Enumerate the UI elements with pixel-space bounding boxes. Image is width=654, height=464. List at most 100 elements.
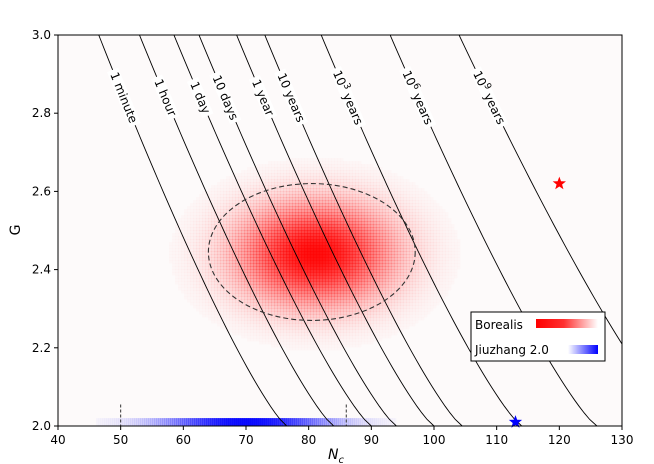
heatmap-cell — [373, 227, 377, 231]
heatmap-cell — [376, 320, 380, 324]
heatmap-cell — [187, 269, 190, 272]
heatmap-cell — [316, 332, 320, 336]
heatmap-cell — [250, 296, 254, 300]
heatmap-cell — [421, 230, 425, 234]
heatmap-cell — [394, 242, 398, 246]
heatmap-cell — [319, 173, 323, 177]
heatmap-cell — [448, 239, 451, 242]
heatmap-cell — [196, 260, 200, 264]
heatmap-cell — [307, 236, 311, 240]
heatmap-cell — [382, 311, 386, 315]
heatmap-cell — [178, 263, 181, 266]
heatmap-cell — [301, 311, 305, 315]
heatmap-cell — [337, 266, 341, 270]
heatmap-cell — [388, 215, 392, 219]
heatmap-cell — [265, 206, 269, 210]
heatmap-cell — [406, 248, 410, 252]
heatmap-cell — [343, 323, 347, 327]
heatmap-cell — [301, 176, 305, 180]
heatmap-cell — [304, 197, 308, 201]
heatmap-cell — [259, 296, 263, 300]
heatmap-cell — [391, 266, 395, 270]
heatmap-cell — [391, 278, 395, 282]
heatmap-cell — [190, 212, 193, 215]
heatmap-cell — [247, 320, 251, 324]
heatmap-cell — [340, 317, 344, 321]
heatmap-cell — [334, 233, 338, 237]
heatmap-cell — [256, 236, 260, 240]
heatmap-cell — [445, 284, 448, 287]
heatmap-cell — [205, 206, 208, 209]
heatmap-cell — [295, 194, 299, 198]
heatmap-cell — [319, 323, 323, 327]
heatmap-cell — [292, 305, 296, 309]
heatmap-cell — [406, 284, 410, 288]
heatmap-cell — [259, 266, 263, 270]
heatmap-cell — [403, 197, 407, 201]
heatmap-cell — [415, 239, 419, 243]
heatmap-cell — [325, 167, 328, 170]
heatmap-cell — [253, 338, 256, 341]
heatmap-cell — [229, 200, 233, 204]
heatmap-cell — [337, 161, 340, 164]
heatmap-cell — [337, 221, 341, 225]
heatmap-cell — [190, 227, 193, 230]
heatmap-cell — [250, 281, 254, 285]
heatmap-cell — [262, 266, 266, 270]
heatmap-cell — [277, 293, 281, 297]
heatmap-cell — [349, 179, 353, 183]
heatmap-cell — [274, 251, 278, 255]
heatmap-cell — [340, 224, 344, 228]
heatmap-cell — [391, 221, 395, 225]
heatmap-cell — [244, 251, 248, 255]
heatmap-cell — [427, 209, 430, 212]
heatmap-cell — [433, 293, 436, 296]
heatmap-cell — [415, 200, 418, 203]
heatmap-cell — [454, 260, 457, 263]
heatmap-cell — [370, 167, 373, 170]
heatmap-cell — [307, 224, 311, 228]
heatmap-cell — [217, 188, 220, 191]
heatmap-cell — [259, 194, 263, 198]
heatmap-cell — [178, 275, 181, 278]
heatmap-cell — [229, 329, 232, 332]
heatmap-cell — [229, 296, 233, 300]
heatmap-cell — [364, 296, 368, 300]
heatmap-cell — [202, 206, 205, 209]
heatmap-cell — [397, 218, 401, 222]
heatmap-cell — [274, 191, 278, 195]
heatmap-cell — [397, 191, 401, 195]
heatmap-cell — [322, 248, 326, 252]
heatmap-cell — [229, 179, 232, 182]
heatmap-cell — [298, 278, 302, 282]
heatmap-cell — [271, 182, 275, 186]
heatmap-cell — [430, 215, 433, 218]
heatmap-cell — [268, 293, 272, 297]
heatmap-cell — [247, 230, 251, 234]
heatmap-cell — [373, 320, 377, 324]
heatmap-cell — [352, 233, 356, 237]
heatmap-cell — [421, 206, 424, 209]
heatmap-cell — [340, 308, 344, 312]
heatmap-cell — [289, 338, 292, 341]
heatmap-cell — [322, 194, 326, 198]
heatmap-cell — [355, 245, 359, 249]
heatmap-cell — [379, 284, 383, 288]
heatmap-cell — [361, 215, 365, 219]
heatmap-cell — [208, 224, 212, 228]
heatmap-cell — [277, 266, 281, 270]
heatmap-cell — [313, 296, 317, 300]
heatmap-cell — [334, 224, 338, 228]
heatmap-cell — [253, 191, 257, 195]
heatmap-cell — [340, 221, 344, 225]
heatmap-cell — [358, 302, 362, 306]
heatmap-cell — [427, 230, 431, 234]
heatmap-cell — [181, 215, 184, 218]
heatmap-cell — [250, 194, 254, 198]
heatmap-cell — [415, 206, 419, 210]
heatmap-cell — [211, 188, 214, 191]
heatmap-cell — [178, 257, 181, 260]
heatmap-cell — [388, 272, 392, 276]
heatmap-cell — [424, 197, 427, 200]
heatmap-cell — [208, 230, 212, 234]
